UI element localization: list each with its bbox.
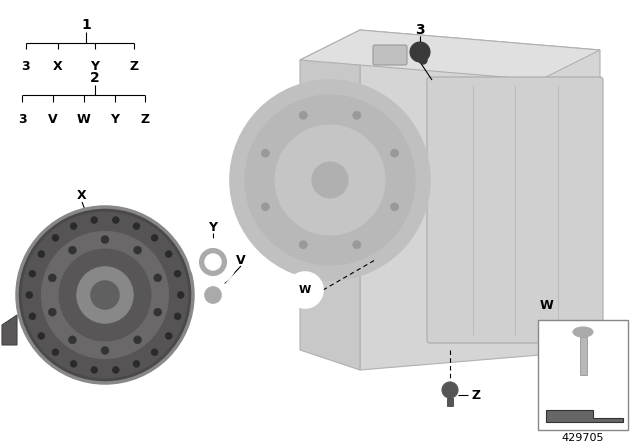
Circle shape <box>112 366 119 374</box>
Circle shape <box>134 336 141 344</box>
Circle shape <box>101 346 109 354</box>
Text: X: X <box>77 189 87 202</box>
Circle shape <box>390 203 399 211</box>
Circle shape <box>42 232 168 358</box>
Circle shape <box>261 203 269 211</box>
Circle shape <box>174 270 181 277</box>
Text: 3: 3 <box>415 23 425 37</box>
Circle shape <box>205 254 221 270</box>
Circle shape <box>60 249 151 341</box>
Polygon shape <box>360 30 600 370</box>
Circle shape <box>68 246 76 254</box>
Circle shape <box>419 56 427 64</box>
Circle shape <box>300 241 307 249</box>
Circle shape <box>38 332 45 340</box>
Circle shape <box>91 366 98 374</box>
Circle shape <box>154 308 162 316</box>
Circle shape <box>287 272 323 308</box>
Circle shape <box>48 274 56 282</box>
Circle shape <box>52 234 59 241</box>
Circle shape <box>275 125 385 235</box>
Text: 1: 1 <box>81 17 92 32</box>
Polygon shape <box>546 410 623 422</box>
Circle shape <box>29 270 36 277</box>
Circle shape <box>29 313 36 320</box>
Text: Z: Z <box>472 388 481 401</box>
Polygon shape <box>300 30 600 80</box>
FancyBboxPatch shape <box>373 45 407 65</box>
Circle shape <box>245 95 415 265</box>
Circle shape <box>48 308 56 316</box>
Circle shape <box>230 80 430 280</box>
Circle shape <box>154 274 162 282</box>
Circle shape <box>26 292 33 298</box>
Text: W: W <box>299 285 311 295</box>
FancyBboxPatch shape <box>427 77 603 343</box>
Circle shape <box>165 332 172 340</box>
Text: X: X <box>52 60 63 73</box>
Circle shape <box>101 236 109 244</box>
Circle shape <box>261 149 269 157</box>
Circle shape <box>112 216 119 224</box>
Circle shape <box>442 382 458 398</box>
Circle shape <box>191 240 235 284</box>
Circle shape <box>177 292 184 298</box>
Text: Y: Y <box>90 60 99 73</box>
Ellipse shape <box>573 327 593 337</box>
Circle shape <box>300 112 307 119</box>
Circle shape <box>77 267 133 323</box>
Circle shape <box>70 223 77 230</box>
Text: Y: Y <box>209 220 218 233</box>
Polygon shape <box>2 315 17 345</box>
Text: Z: Z <box>141 113 150 126</box>
Circle shape <box>68 336 76 344</box>
Circle shape <box>22 212 188 378</box>
FancyBboxPatch shape <box>538 320 628 430</box>
Circle shape <box>200 249 226 275</box>
Circle shape <box>17 207 193 383</box>
Text: V: V <box>236 254 246 267</box>
Polygon shape <box>300 30 360 370</box>
Circle shape <box>353 112 361 119</box>
Circle shape <box>174 313 181 320</box>
Text: W: W <box>540 299 554 312</box>
Text: Z: Z <box>130 60 139 73</box>
Text: W: W <box>77 113 91 126</box>
Circle shape <box>134 246 141 254</box>
Text: V: V <box>48 113 58 126</box>
Circle shape <box>91 281 119 309</box>
Circle shape <box>91 216 98 224</box>
Circle shape <box>70 360 77 367</box>
Circle shape <box>133 360 140 367</box>
Circle shape <box>151 234 158 241</box>
Circle shape <box>205 287 221 303</box>
Circle shape <box>410 42 430 62</box>
FancyBboxPatch shape <box>579 337 586 375</box>
Circle shape <box>390 149 399 157</box>
FancyBboxPatch shape <box>447 398 453 406</box>
Text: Y: Y <box>110 113 119 126</box>
Circle shape <box>312 162 348 198</box>
Text: 2: 2 <box>90 71 100 86</box>
Circle shape <box>151 349 158 356</box>
Circle shape <box>38 250 45 258</box>
Circle shape <box>133 223 140 230</box>
Circle shape <box>52 349 59 356</box>
Text: 3: 3 <box>18 113 27 126</box>
Text: 429705: 429705 <box>562 433 604 443</box>
Circle shape <box>198 280 228 310</box>
Circle shape <box>353 241 361 249</box>
Text: 3: 3 <box>21 60 30 73</box>
Circle shape <box>165 250 172 258</box>
